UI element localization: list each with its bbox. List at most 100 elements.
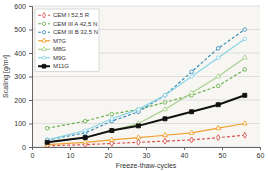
marker	[243, 28, 247, 32]
marker	[163, 94, 167, 98]
marker	[190, 110, 194, 114]
tick-label: 500	[14, 26, 26, 33]
marker	[83, 136, 87, 140]
tick-label: 40	[181, 152, 189, 159]
y-axis-title: Scaling [g/m²]	[2, 55, 10, 98]
tick: 300	[14, 73, 32, 80]
plot-background	[32, 6, 260, 147]
marker	[190, 75, 194, 79]
marker	[242, 55, 247, 59]
marker	[109, 128, 114, 132]
legend-label: M8G	[53, 46, 66, 52]
legend-label: M11G	[53, 63, 69, 69]
marker	[243, 37, 247, 41]
marker	[216, 47, 220, 51]
marker	[190, 70, 194, 74]
legend: CEM I 52,5 RCEM III A 42,5 NCEM III B 32…	[35, 9, 99, 72]
marker	[163, 132, 168, 136]
tick-mark	[29, 100, 32, 101]
legend-marker	[42, 31, 45, 34]
tick-mark	[29, 30, 32, 31]
series-line	[47, 124, 245, 145]
marker	[190, 137, 193, 143]
marker	[110, 112, 114, 116]
tick-mark	[184, 147, 185, 150]
tick-label: 100	[14, 120, 26, 127]
marker	[83, 140, 88, 144]
axis-line	[33, 148, 261, 151]
marker	[137, 108, 141, 112]
legend-swatch	[38, 65, 50, 67]
legend-marker	[42, 22, 45, 25]
y-axis: 0 100 200 300 400 500 600	[14, 3, 32, 151]
legend-marker	[42, 56, 45, 59]
tick-mark	[146, 147, 147, 150]
tick: 60	[257, 147, 265, 159]
marker	[243, 132, 246, 138]
tick-label: 200	[14, 97, 26, 104]
tick: 600	[14, 3, 32, 10]
tick: 20	[105, 147, 113, 159]
marker	[216, 84, 220, 88]
legend-label: M9G	[53, 55, 66, 61]
marker	[217, 135, 220, 141]
marker	[83, 119, 87, 123]
marker	[163, 138, 166, 144]
tick-mark	[70, 147, 71, 150]
marker	[243, 68, 247, 72]
grid-line	[32, 76, 260, 77]
marker	[83, 135, 88, 139]
legend-marker	[42, 64, 46, 68]
tick: 0	[22, 144, 32, 151]
marker	[189, 130, 194, 134]
tick: 100	[14, 120, 32, 127]
tick: 500	[14, 26, 32, 33]
marker	[163, 107, 168, 111]
grid-line	[32, 6, 260, 7]
tick: 40	[181, 147, 189, 159]
marker	[163, 101, 167, 105]
tick-label: 10	[67, 152, 75, 159]
tick-label: 0	[31, 152, 35, 159]
marker	[136, 135, 141, 139]
legend-marker	[42, 38, 47, 42]
marker	[109, 137, 114, 141]
marker	[45, 140, 49, 144]
tick-mark	[29, 124, 32, 125]
marker	[242, 121, 247, 125]
marker	[137, 108, 141, 112]
tick-label: 20	[105, 152, 113, 159]
tick-mark	[29, 147, 32, 148]
tick-mark	[29, 53, 32, 54]
tick-label: 600	[14, 3, 26, 10]
series-line	[47, 95, 245, 142]
marker	[110, 117, 114, 121]
tick-label: 60	[257, 152, 265, 159]
grid	[32, 6, 260, 147]
axis-line	[29, 7, 33, 148]
chart: 01020304050600100200300400500600Freeze-t…	[0, 0, 268, 171]
marker	[216, 56, 220, 60]
marker	[243, 93, 247, 97]
tick-mark	[29, 6, 32, 7]
marker	[110, 129, 114, 133]
tick: 50	[219, 147, 227, 159]
marker	[216, 125, 221, 129]
tick-label: 0	[22, 144, 26, 151]
marker	[216, 74, 221, 78]
legend-label: M7G	[53, 38, 66, 44]
marker	[45, 140, 50, 144]
legend-marker	[42, 12, 45, 18]
x-axis-title: Freeze-thaw-cycles	[116, 162, 177, 170]
marker	[163, 117, 167, 121]
tick-mark	[29, 77, 32, 78]
legend-label: CEM III A 42,5 N	[53, 21, 97, 27]
legend-label: CEM I 52,5 R	[53, 12, 90, 18]
legend-marker	[42, 47, 47, 51]
x-axis: 0102030405060	[31, 147, 265, 159]
tick-label: 400	[14, 50, 26, 57]
grid-line	[32, 100, 260, 101]
tick-mark	[108, 147, 109, 150]
marker	[189, 90, 194, 94]
marker	[137, 139, 140, 145]
